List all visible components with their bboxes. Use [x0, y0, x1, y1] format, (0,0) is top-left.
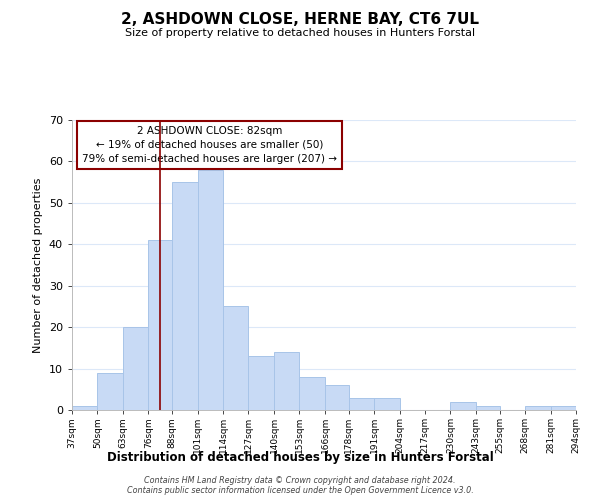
Bar: [248, 356, 274, 410]
Bar: [148, 240, 172, 410]
Bar: [299, 377, 325, 410]
Bar: [97, 372, 123, 410]
Text: Size of property relative to detached houses in Hunters Forstal: Size of property relative to detached ho…: [125, 28, 475, 38]
Text: Contains HM Land Registry data © Crown copyright and database right 2024.: Contains HM Land Registry data © Crown c…: [144, 476, 456, 485]
Bar: [123, 327, 148, 410]
Bar: [551, 406, 576, 410]
Bar: [374, 398, 400, 410]
Bar: [349, 398, 374, 410]
Text: Contains public sector information licensed under the Open Government Licence v3: Contains public sector information licen…: [127, 486, 473, 495]
Text: 2 ASHDOWN CLOSE: 82sqm
← 19% of detached houses are smaller (50)
79% of semi-det: 2 ASHDOWN CLOSE: 82sqm ← 19% of detached…: [82, 126, 337, 164]
Text: 2, ASHDOWN CLOSE, HERNE BAY, CT6 7UL: 2, ASHDOWN CLOSE, HERNE BAY, CT6 7UL: [121, 12, 479, 28]
Bar: [274, 352, 299, 410]
Text: Distribution of detached houses by size in Hunters Forstal: Distribution of detached houses by size …: [107, 451, 493, 464]
Bar: [525, 406, 551, 410]
Bar: [223, 306, 248, 410]
Bar: [72, 406, 97, 410]
Bar: [197, 170, 223, 410]
Bar: [476, 406, 500, 410]
Bar: [451, 402, 476, 410]
Y-axis label: Number of detached properties: Number of detached properties: [33, 178, 43, 352]
Bar: [325, 385, 349, 410]
Bar: [172, 182, 197, 410]
